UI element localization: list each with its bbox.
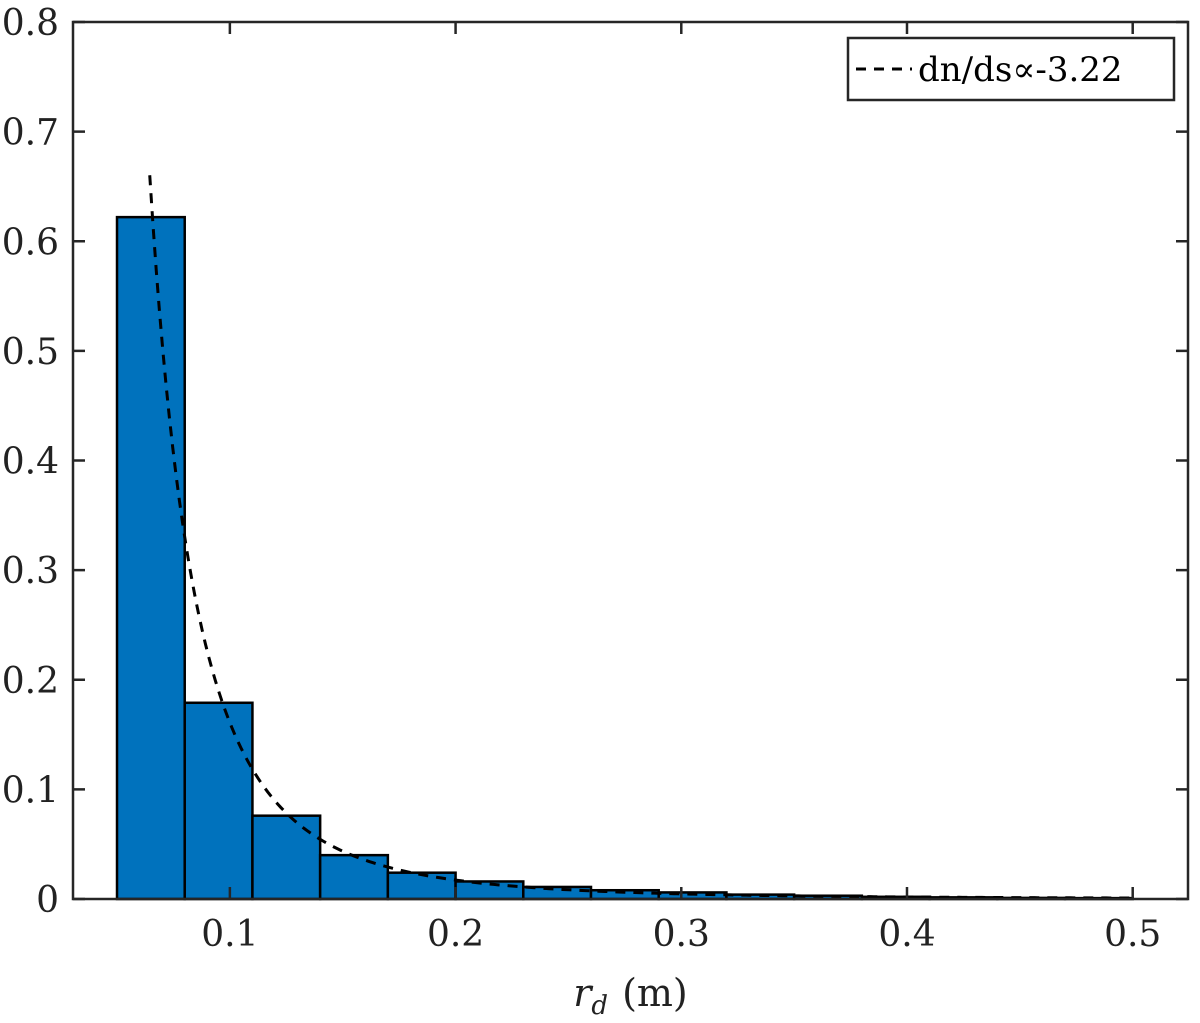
y-tick-label: 0.4 (2, 442, 59, 483)
y-axis-tick-labels: 0 0.1 0.2 0.3 0.4 0.5 0.6 0.7 0.8 (2, 3, 59, 921)
x-tick-label: 0.1 (201, 914, 258, 955)
y-tick-label: 0 (36, 880, 59, 921)
x-tick-label: 0.2 (427, 914, 484, 955)
x-axis-label-subscript: d (591, 991, 608, 1021)
y-tick-label: 0.3 (2, 551, 59, 592)
legend: dn/ds∝-3.22 (846, 36, 1176, 102)
y-tick-label: 0.2 (2, 661, 59, 702)
power-law-fit-curve (148, 175, 1133, 900)
x-axis-tick-labels: 0.1 0.2 0.3 0.4 0.5 (201, 914, 1161, 955)
axis-ticks (73, 20, 1188, 901)
x-axis-label-unit: (m) (622, 971, 688, 1015)
histogram-bar (386, 871, 457, 901)
y-tick-label: 0.8 (2, 3, 59, 44)
y-tick-label: 0.5 (2, 332, 59, 373)
legend-label: dn/ds∝-3.22 (918, 50, 1123, 90)
histogram-bar (454, 880, 525, 901)
histogram-bar (251, 814, 322, 901)
histogram-bars (115, 215, 1134, 901)
histogram-bar (183, 701, 254, 901)
y-tick-label: 0.1 (2, 770, 59, 811)
y-tick-label: 0.7 (2, 113, 59, 154)
legend-box (846, 36, 1176, 102)
x-tick-label: 0.4 (878, 914, 935, 955)
x-tick-label: 0.3 (653, 914, 710, 955)
x-axis-label: rd (m) (573, 971, 688, 1021)
histogram-bar (115, 215, 186, 901)
histogram-bar (318, 853, 390, 901)
x-axis-label-variable: r (573, 971, 594, 1015)
x-tick-label: 0.5 (1104, 914, 1161, 955)
y-tick-label: 0.6 (2, 222, 59, 263)
